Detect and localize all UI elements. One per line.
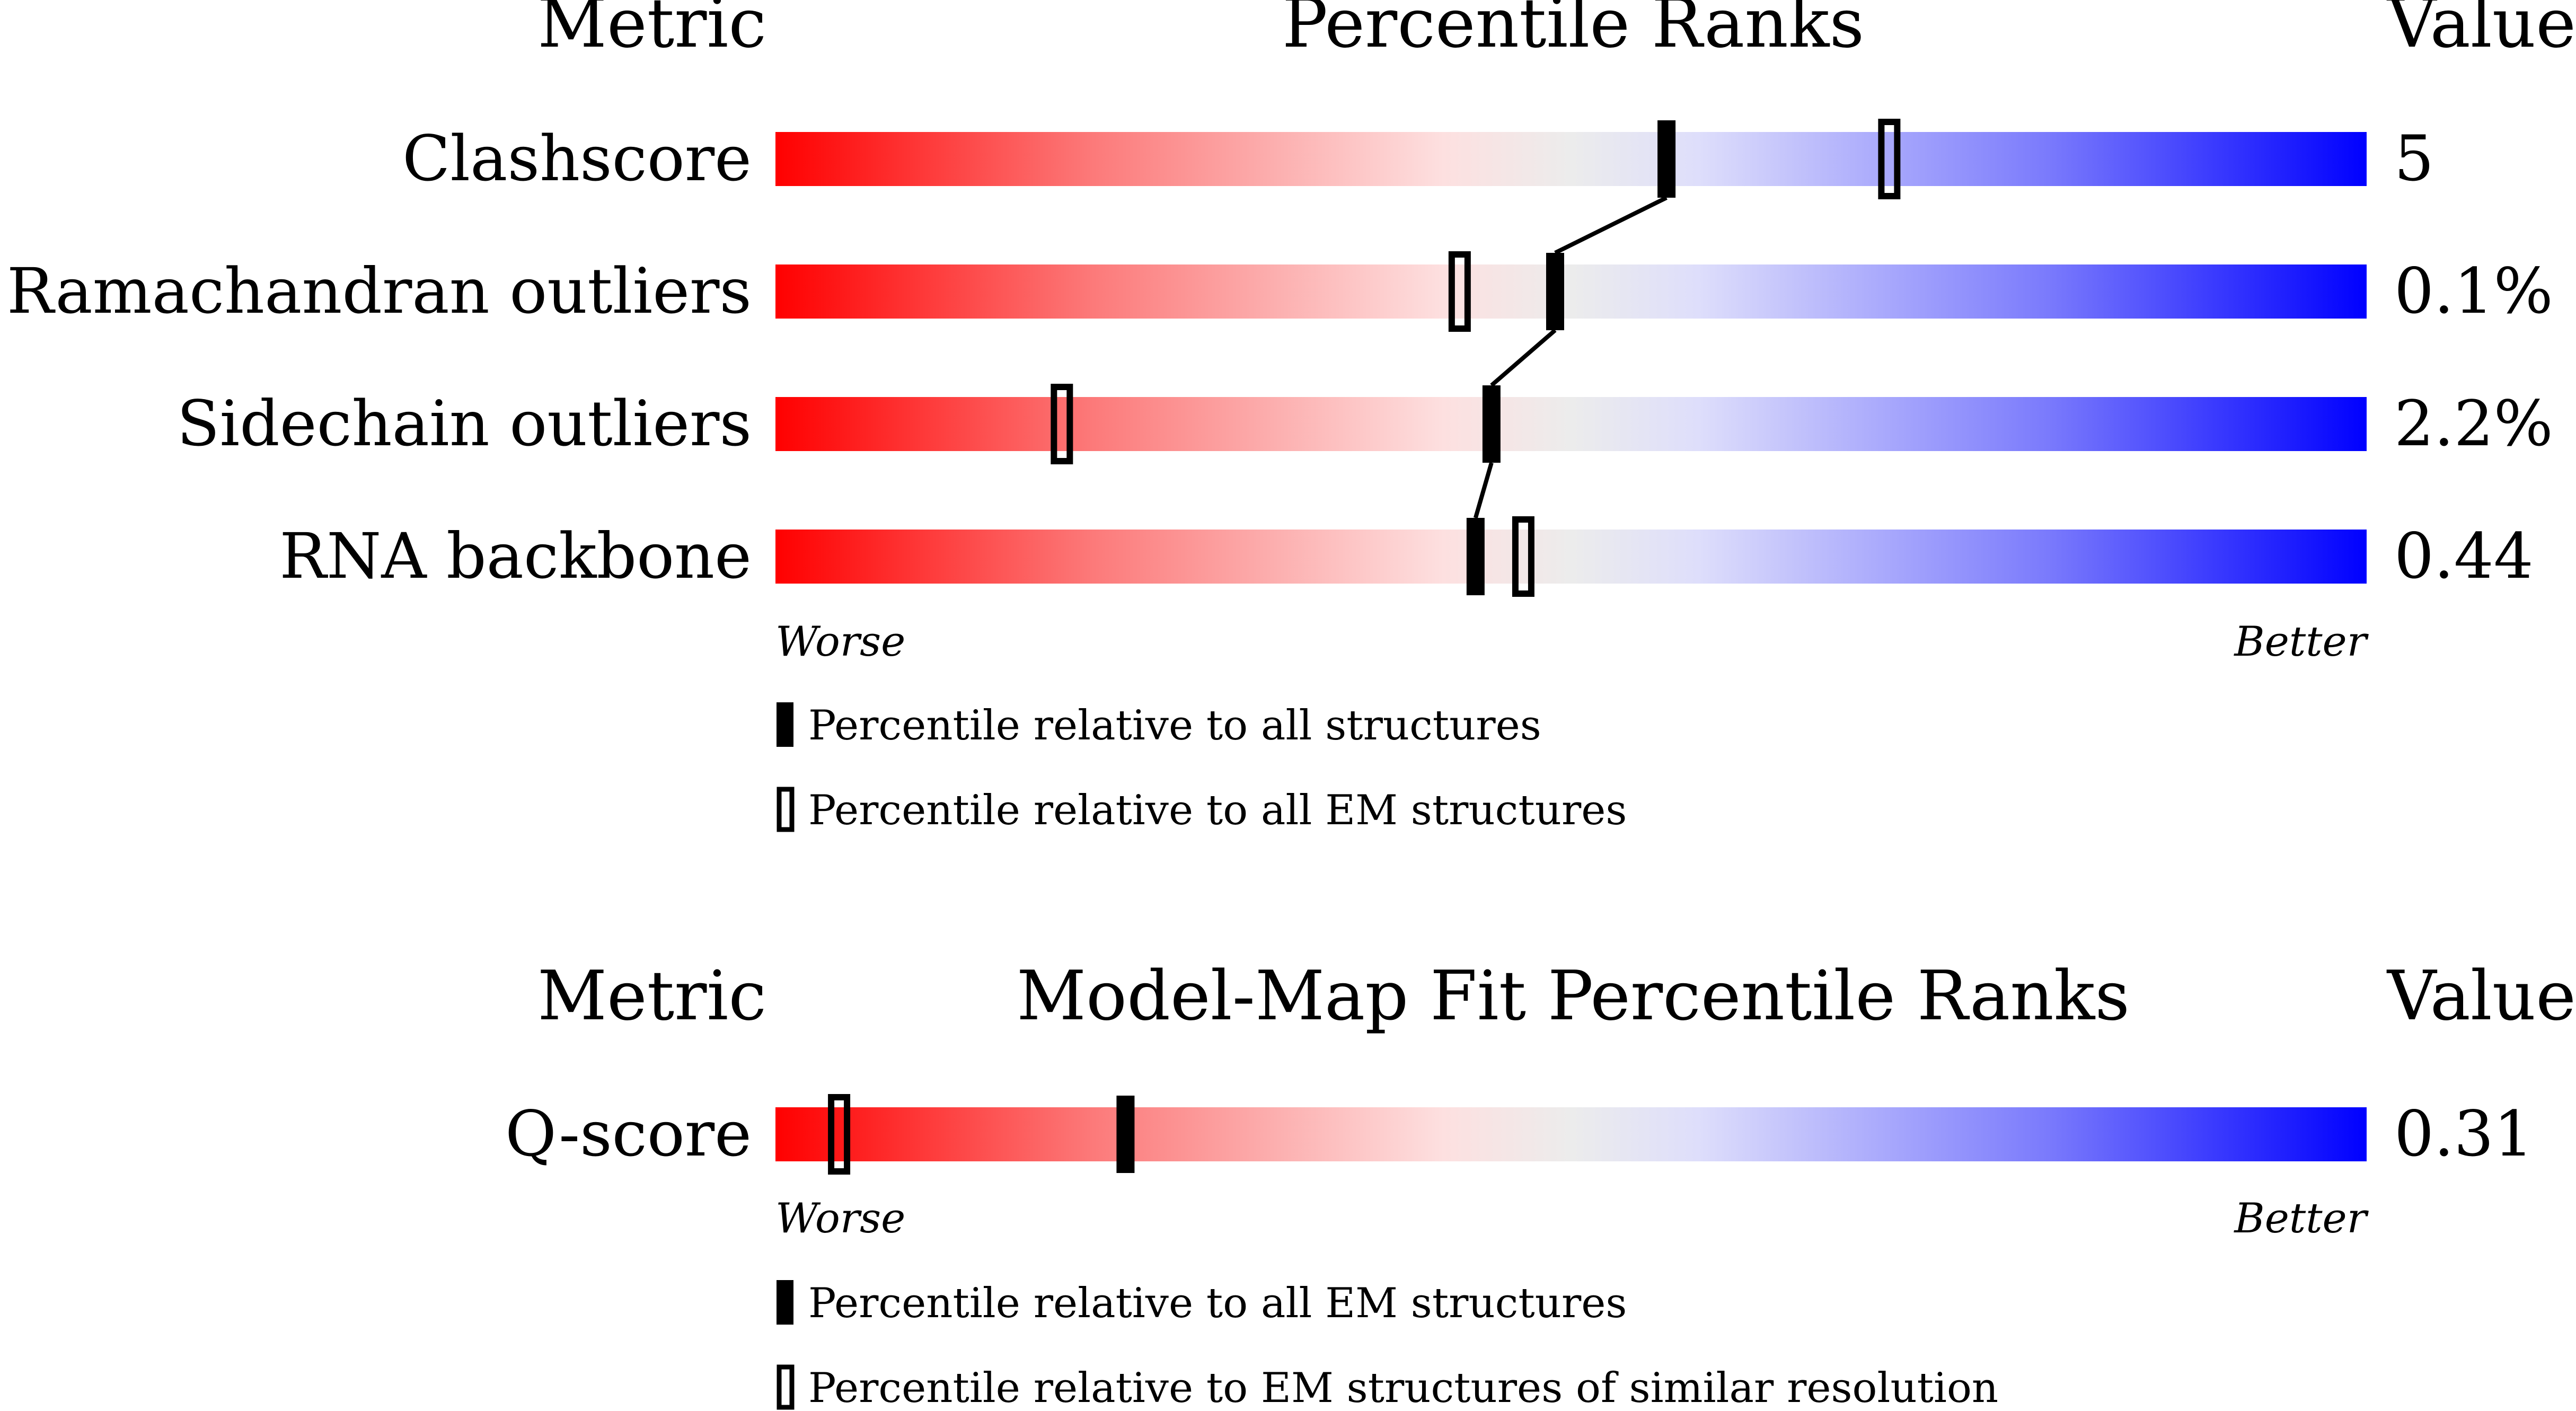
open-percentile-marker <box>828 1094 851 1175</box>
metric-label: Ramachandran outliers <box>7 254 752 328</box>
metric-column-header: Metric <box>537 0 766 63</box>
axis-better-label: Better <box>2233 1195 2369 1242</box>
filled-percentile-marker <box>1466 518 1485 595</box>
filled-percentile-marker <box>1482 385 1501 463</box>
percentile-bar <box>775 1107 2367 1161</box>
metric-value: 0.31 <box>2394 1097 2534 1170</box>
axis-worse-label: Worse <box>775 1195 905 1242</box>
percentile-bar <box>775 397 2367 451</box>
legend-filled-marker <box>777 1280 793 1325</box>
chart-title: Percentile Ranks <box>1282 0 1864 63</box>
metric-value: 0.1% <box>2394 254 2553 328</box>
filled-percentile-marker <box>1546 253 1564 330</box>
metric-label: Clashscore <box>402 122 752 195</box>
open-percentile-marker <box>1512 516 1534 597</box>
legend-label: Percentile relative to all EM structures <box>808 1280 1627 1327</box>
metric-label: Q-score <box>505 1097 752 1170</box>
open-percentile-marker <box>1878 119 1901 199</box>
legend-label: Percentile relative to EM structures of … <box>808 1364 1998 1411</box>
open-percentile-marker <box>1051 384 1073 464</box>
metric-column-header: Metric <box>537 957 766 1036</box>
metric-label: Sidechain outliers <box>177 387 752 460</box>
value-column-header: Value <box>2386 957 2576 1036</box>
filled-percentile-marker <box>1116 1096 1135 1173</box>
percentile-connector-line <box>1554 196 1668 255</box>
metric-label: RNA backbone <box>279 519 752 593</box>
value-column-header: Value <box>2386 0 2576 63</box>
open-percentile-marker <box>1448 251 1471 332</box>
legend-open-marker <box>777 787 795 832</box>
legend-label: Percentile relative to all EM structures <box>808 787 1627 834</box>
legend-filled-marker <box>777 702 793 747</box>
legend-open-marker <box>777 1364 795 1410</box>
percentile-connector-line <box>1490 328 1557 387</box>
filled-percentile-marker <box>1657 120 1676 198</box>
percentile-connector-line <box>1474 462 1494 519</box>
legend-label: Percentile relative to all structures <box>808 702 1541 749</box>
percentile-bar <box>775 132 2367 186</box>
percentile-bar <box>775 530 2367 584</box>
axis-better-label: Better <box>2233 618 2369 666</box>
metric-value: 5 <box>2394 122 2434 195</box>
chart-title: Model-Map Fit Percentile Ranks <box>1017 957 2130 1036</box>
metric-value: 0.44 <box>2394 519 2534 593</box>
axis-worse-label: Worse <box>775 618 905 666</box>
percentile-bar <box>775 264 2367 319</box>
metric-value: 2.2% <box>2394 387 2553 460</box>
